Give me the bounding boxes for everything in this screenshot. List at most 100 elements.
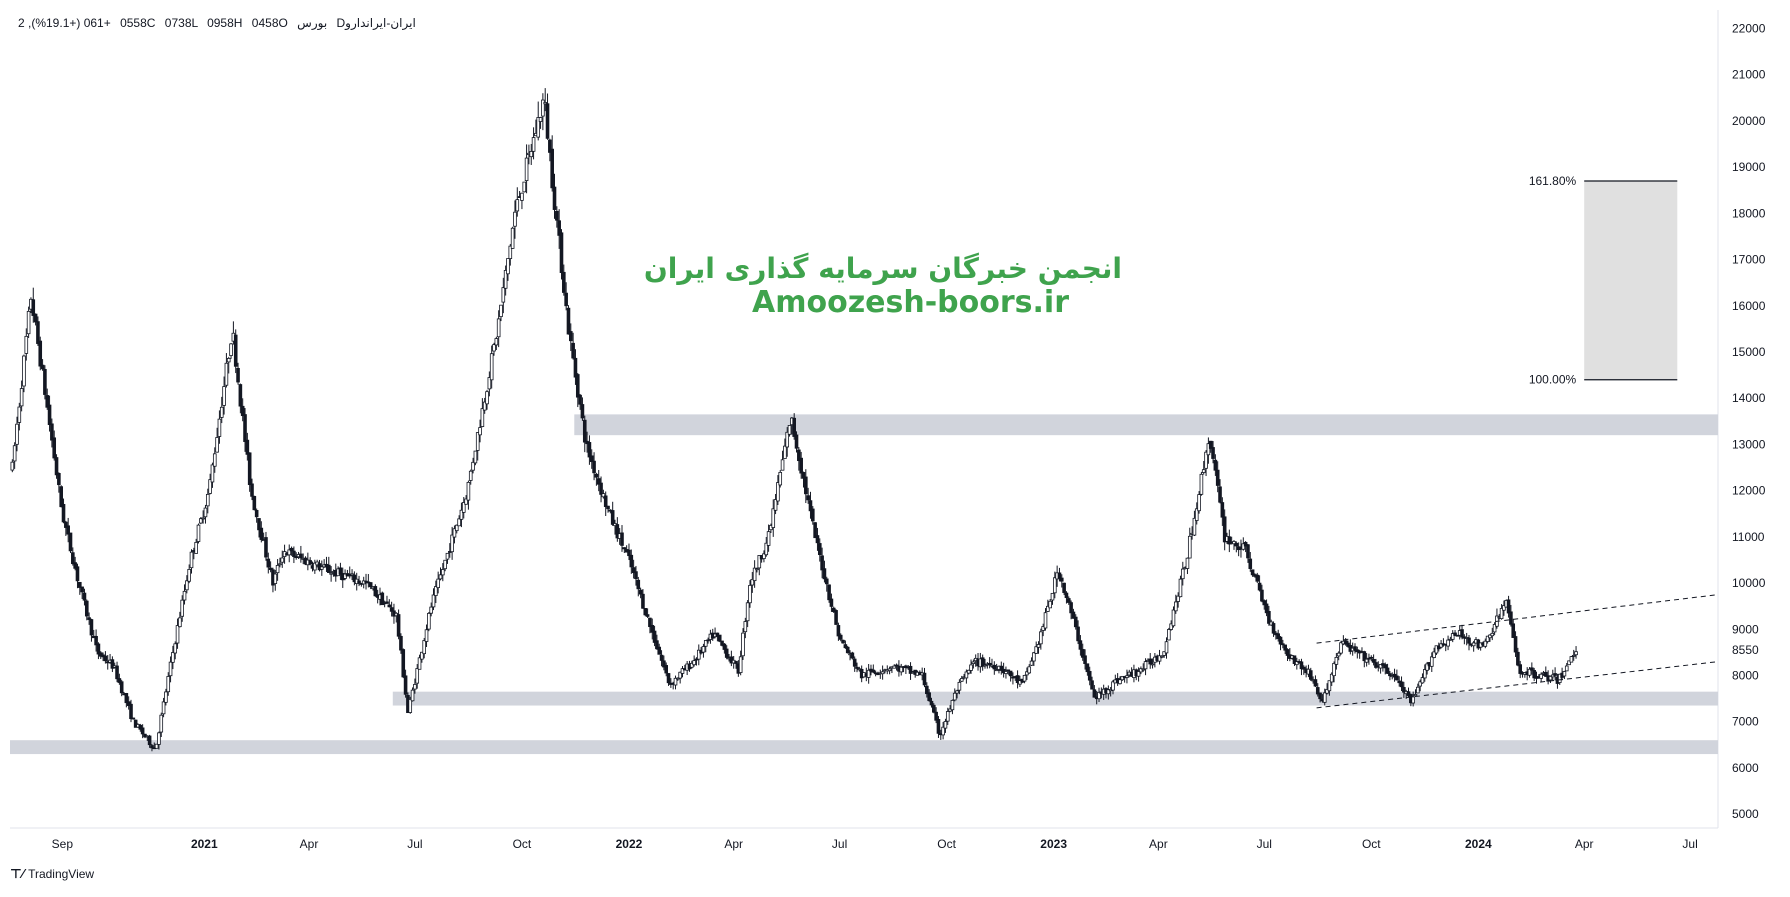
candle-body-up: [287, 549, 292, 556]
candle-body-up: [431, 594, 436, 608]
candle: [40, 359, 45, 371]
candle-body-up: [424, 629, 429, 642]
candle-body-down: [813, 522, 817, 539]
candle: [892, 664, 897, 669]
candle: [175, 618, 180, 649]
candle: [1199, 471, 1204, 496]
fib-extension-box[interactable]: [1584, 180, 1678, 380]
sr-zone-1[interactable]: [392, 691, 1718, 706]
candle: [1276, 629, 1281, 642]
candle-body-up: [229, 343, 233, 356]
candle-body-down: [599, 482, 603, 495]
candle-body-up: [501, 287, 506, 303]
candle: [1246, 543, 1250, 563]
candle: [494, 336, 499, 351]
candle-body-down: [233, 334, 238, 367]
candle: [943, 718, 948, 733]
candle-body-down: [254, 509, 259, 518]
candle-body-up: [601, 493, 606, 498]
candle-body-down: [1276, 633, 1281, 640]
candle-body-up: [955, 690, 959, 694]
candle-body-up: [485, 391, 489, 405]
candle: [1206, 437, 1211, 464]
candle: [501, 277, 506, 314]
x-tick-label: 2022: [616, 837, 643, 851]
candle: [650, 618, 655, 640]
candle: [748, 580, 752, 608]
x-tick-label: Apr: [1149, 837, 1168, 851]
candle-body-down: [794, 434, 799, 449]
candle-body-up: [1136, 671, 1141, 677]
candle: [201, 510, 205, 524]
candle-body-down: [326, 564, 331, 573]
candle-body-up: [180, 599, 184, 617]
candle: [178, 611, 182, 628]
tradingview-icon: ⊤∕: [10, 866, 25, 881]
candle-body-down: [1343, 640, 1348, 645]
candle: [1369, 655, 1374, 662]
candle: [292, 546, 296, 564]
candle-body-up: [208, 479, 212, 494]
candle: [866, 663, 871, 684]
candle-body-down: [545, 103, 550, 139]
candle-body-down: [143, 733, 147, 738]
channel-line-0[interactable]: [1316, 594, 1719, 644]
candle: [1416, 683, 1420, 694]
candle-body-down: [299, 553, 303, 559]
candle: [78, 581, 82, 595]
candle: [755, 567, 759, 573]
y-tick-label: 19000: [1732, 160, 1766, 174]
candle-body-down: [643, 608, 648, 616]
candle-body-down: [855, 666, 859, 669]
candle-body-down: [575, 374, 580, 398]
watermark-persian-title: انجمن خبرگان سرمایه گذاری ایران: [644, 252, 1122, 285]
candle-body-up: [1569, 656, 1574, 663]
candle: [1308, 667, 1313, 681]
candle-body-down: [1255, 574, 1260, 582]
sr-zone-0[interactable]: [574, 414, 1719, 436]
candle-body-up: [173, 643, 178, 654]
candle-body-up: [678, 671, 682, 679]
candle-body-down: [61, 503, 66, 523]
candle-body-down: [292, 550, 296, 557]
candle-body-down: [1315, 687, 1320, 695]
candle: [894, 663, 899, 671]
candle-body-up: [1125, 675, 1129, 678]
candle: [550, 135, 554, 192]
candle-body-down: [1292, 655, 1297, 665]
symbol-name[interactable]: 2 ,ایران-ایراندارو‮D: [18, 16, 416, 30]
candle: [959, 675, 964, 682]
candle-body-down: [396, 614, 401, 637]
candle-body-down: [594, 473, 599, 478]
candle: [899, 663, 904, 676]
sr-zone-2[interactable]: [10, 740, 1718, 755]
candle-body-down: [1076, 626, 1080, 642]
candle-body-down: [934, 711, 938, 721]
candle-body-up: [785, 431, 790, 448]
candle: [131, 717, 136, 720]
candle-body-up: [1564, 665, 1569, 672]
candle-body-down: [922, 672, 927, 686]
candle-body-down: [73, 562, 77, 569]
tradingview-logo[interactable]: ⊤∕ TradingView: [10, 866, 94, 882]
candle-body-up: [275, 565, 280, 574]
candle: [1544, 666, 1548, 678]
candle: [420, 651, 424, 663]
candle: [925, 682, 929, 698]
channel-line-1[interactable]: [1316, 661, 1719, 709]
candle: [701, 643, 706, 658]
candle: [443, 559, 447, 572]
candle: [1488, 634, 1492, 642]
y-tick-label: 5000: [1732, 807, 1759, 821]
candle: [1215, 461, 1220, 493]
candle: [434, 580, 438, 604]
candle-body-up: [1334, 656, 1339, 665]
candle-body-up: [205, 493, 210, 507]
candle-body-up: [680, 668, 685, 674]
candle: [562, 264, 566, 296]
candle-body-down: [1467, 637, 1471, 644]
candle-body-up: [1483, 640, 1488, 647]
candle-body-down: [652, 630, 657, 643]
candle: [129, 699, 133, 723]
